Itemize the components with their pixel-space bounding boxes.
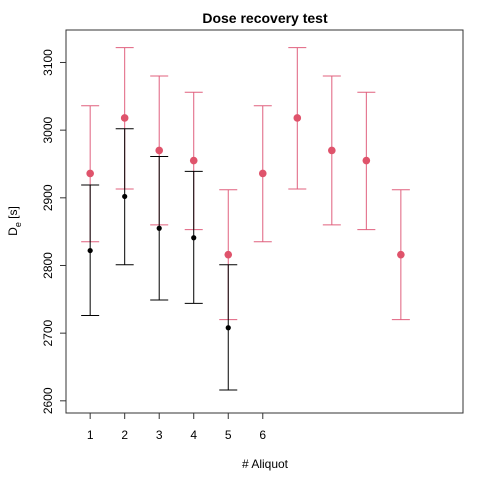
data-point (189, 156, 198, 165)
data-point (397, 250, 405, 259)
y-tick-label: 3100 (41, 49, 55, 76)
data-marks (81, 47, 410, 391)
x-axis: 1 2 3 4 5 6 (87, 412, 266, 442)
data-point (224, 250, 233, 259)
data-point (191, 235, 197, 241)
data-point (122, 193, 128, 200)
y-tick-label: 2700 (41, 319, 55, 346)
data-point (328, 146, 336, 155)
y-axis-label-unit: [s] (6, 206, 20, 222)
x-axis-label: # Aliquot (242, 457, 289, 471)
data-point (120, 114, 129, 122)
series-1 (81, 47, 410, 321)
chart-title: Dose recovery test (202, 10, 328, 26)
data-point (362, 156, 371, 165)
y-axis-label: De [s] (6, 206, 23, 236)
data-point (87, 247, 93, 254)
x-tick-label: 5 (225, 428, 232, 442)
data-point (258, 169, 267, 178)
y-axis-label-subscript: e (13, 222, 23, 227)
data-point (293, 114, 302, 122)
x-tick-label: 3 (156, 428, 163, 442)
data-point (155, 146, 164, 155)
y-tick-label: 2600 (41, 387, 55, 414)
y-tick-label: 3000 (41, 116, 55, 143)
data-point (156, 225, 162, 231)
y-axis: 2600 2700 2800 2900 3000 3100 (41, 49, 67, 414)
x-tick-label: 6 (259, 428, 266, 442)
y-tick-label: 2900 (41, 184, 55, 211)
x-tick-label: 2 (121, 428, 128, 442)
y-axis-label-main: D (6, 227, 20, 236)
y-tick-label: 2800 (41, 252, 55, 279)
series-2 (81, 128, 238, 391)
data-point (86, 169, 94, 178)
data-point (225, 325, 231, 331)
x-tick-label: 4 (190, 428, 197, 442)
x-tick-label: 1 (87, 428, 94, 442)
